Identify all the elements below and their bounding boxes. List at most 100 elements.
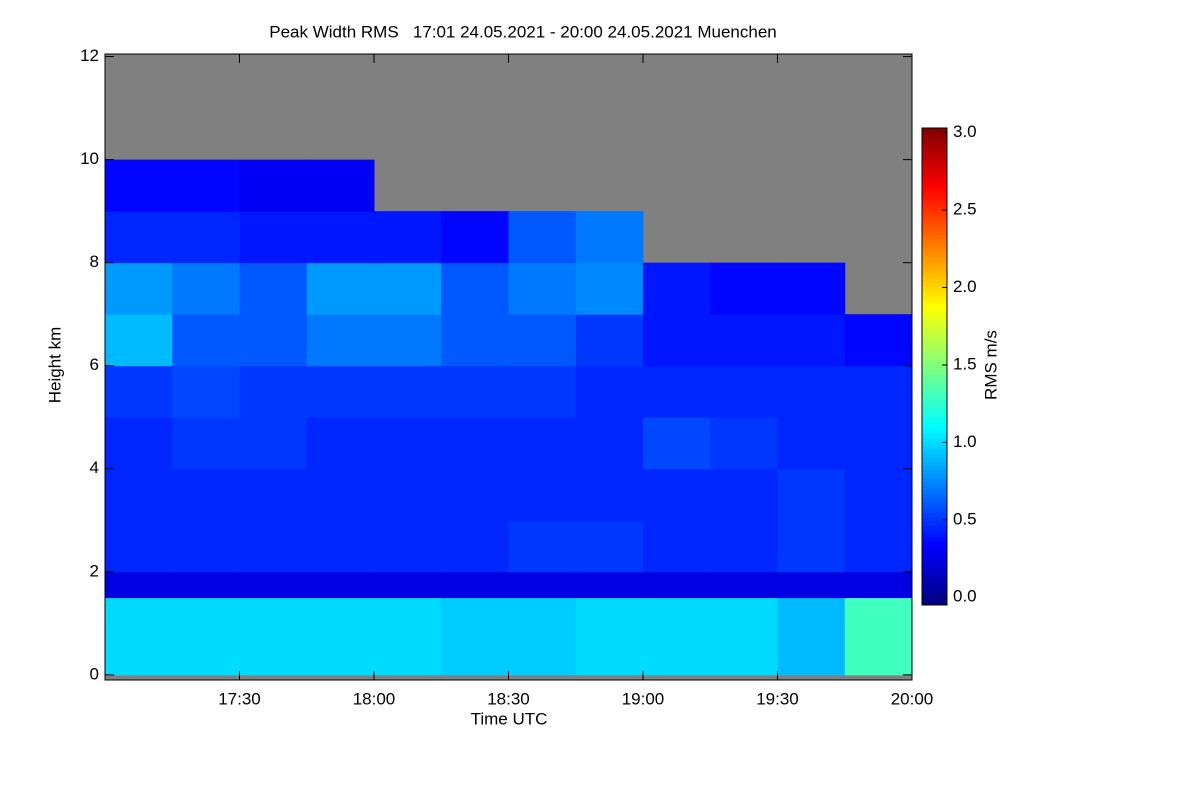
heatmap-cell [172,365,240,418]
y-tick-label: 8 [90,252,99,271]
colorbar-segment [922,143,947,149]
colorbar-segment [922,211,947,216]
colorbar-segment [922,438,947,443]
colorbar-segment [922,195,947,201]
colorbar-segment [922,465,947,471]
colorbar-segment [922,569,947,574]
colorbar-segment [922,446,947,451]
heatmap-cell [306,520,375,573]
colorbar-segment [922,529,947,534]
heatmap-cell [306,417,375,470]
colorbar-segment [922,378,947,383]
heatmap-cell [710,262,778,315]
heatmap-cell [777,314,846,367]
colorbar-segment [922,461,947,467]
y-tick-label: 0 [90,664,99,683]
y-tick-label: 6 [90,355,99,374]
colorbar-segment [922,561,947,566]
colorbar-segment [922,275,947,280]
heatmap-cell [306,571,375,599]
heatmap-cell [643,314,711,367]
heatmap-cell [172,211,240,264]
heatmap-cell [374,365,442,418]
heatmap-cell [844,571,913,599]
colorbar-segment [922,521,947,526]
heatmap-cell [575,262,644,315]
colorbar-segment [922,251,947,256]
colorbar-segment [922,601,947,606]
colorbar-segment [922,231,947,236]
heatmap-cell [508,211,577,264]
colorbar-segment [922,326,947,332]
y-tick-label: 4 [90,458,99,477]
colorbar-segment [922,449,947,455]
colorbar-segment [922,557,947,562]
colorbar-segment [922,453,947,459]
colorbar-segment [922,183,947,189]
colorbar-segment [922,175,947,181]
colorbar-segment [922,358,947,364]
colorbar-frame [921,127,948,606]
colorbar-segment [922,302,947,308]
colorbar-segment [922,235,947,240]
colorbar-segment [922,374,947,379]
colorbar-segment [922,525,947,530]
colorbar-segment [922,509,947,515]
colorbar-segment [922,227,947,232]
heatmap-cell [575,211,644,264]
x-tick-label: 17:30 [218,689,261,708]
colorbar-segment [922,541,947,546]
x-tick-label: 19:00 [622,689,665,708]
heatmap-cell [643,417,711,470]
x-tick-label: 18:30 [487,689,530,708]
heatmap-cell [239,262,308,315]
heatmap-cell [441,262,509,315]
y-tick-label: 12 [80,46,99,65]
colorbar-segment [922,505,947,511]
x-axis-label: Time UTC [471,709,548,728]
heatmap-cell [710,417,778,470]
colorbar-segment [922,283,947,288]
heatmap-cell [575,468,644,521]
heatmap-cell [441,468,509,521]
colorbar-segment [922,187,947,193]
heatmap-cell [508,262,577,315]
colorbar-segment [922,549,947,554]
colorbar-segment [922,338,947,344]
colorbar-segment [922,537,947,542]
x-tick-label: 20:00 [891,689,934,708]
heatmap-cell [777,262,846,315]
colorbar-segment [922,597,947,602]
heatmap-cell [441,365,509,418]
heatmap-cell [575,597,644,676]
colorbar-segment [922,159,947,165]
colorbar-segment [922,171,947,177]
colorbar-segment [922,410,947,415]
colorbar-segment [922,342,947,348]
colorbar-segment [922,330,947,336]
colorbar-segment [922,255,947,260]
colorbar-segment [922,203,947,208]
heatmap-cell [441,314,509,367]
colorbar-segment [922,593,947,598]
heatmap-cell [575,365,644,418]
heatmap-cell [844,597,913,676]
colorbar-segment [922,533,947,538]
heatmap-cell [441,211,509,264]
chart-title: Peak Width RMS 17:01 24.05.2021 - 20:00 … [269,22,777,41]
y-axis-label: Height km [45,327,64,404]
colorbar-tick-label: 0.0 [953,587,977,606]
colorbar-segment [922,322,947,328]
colorbar-segment [922,430,947,435]
colorbar-segment [922,259,947,264]
colorbar-segment [922,135,947,141]
colorbar-segment [922,493,947,499]
colorbar-segment [922,398,947,403]
colorbar-segment [922,414,947,419]
heatmap-cell [575,417,644,470]
heatmap-cell [844,365,913,418]
heatmap-cell [239,159,308,212]
colorbar-tick-label: 2.0 [953,277,977,296]
colorbar-segment [922,298,947,304]
